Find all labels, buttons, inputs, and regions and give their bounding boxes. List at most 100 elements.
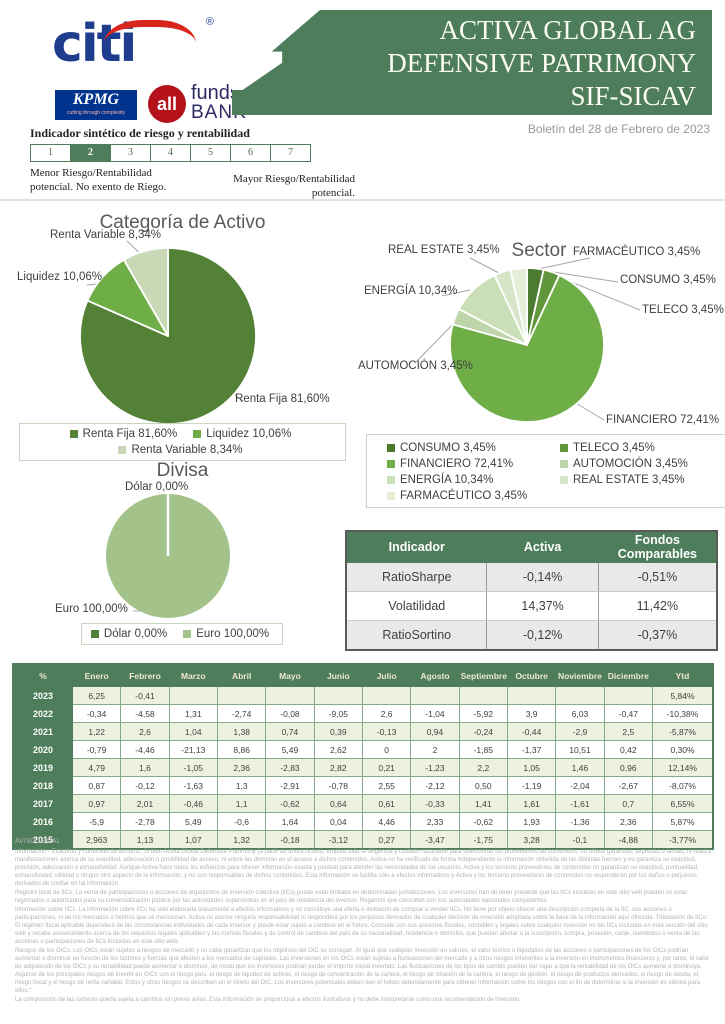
return-cell: 8,86 (216, 740, 267, 759)
return-cell: -2,74 (216, 704, 267, 723)
legend-swatch-icon (560, 460, 568, 468)
return-cell: -4,58 (120, 704, 170, 723)
risk-level-7: 7 (270, 144, 311, 162)
indicator-table: Indicador Activa Fondos Comparables Rati… (345, 530, 718, 651)
legend-item: TELECO 3,45% (560, 442, 717, 454)
month-header: Enero (71, 663, 122, 687)
return-cell: -0,62 (265, 794, 315, 813)
year-row: 2015 2,963 1,13 1,07 1,32 -0,18 -3,12 0,27 -3,47… (12, 830, 714, 850)
fund-title-line2: DEFENSIVE PATRIMONY (387, 48, 696, 78)
label-liquidez: Liquidez 10,06% (17, 271, 103, 283)
year-cell: 2021 (12, 722, 73, 741)
return-cell: -4,46 (120, 740, 170, 759)
return-cell: 1,22 (71, 722, 122, 741)
month-header: % (12, 663, 73, 687)
asset-category-title: Categoría de Activo (99, 212, 266, 233)
return-cell: -5,9 (71, 812, 122, 831)
indicator-cell: 11,42% (597, 591, 718, 621)
return-cell: -1,85 (458, 740, 508, 759)
month-header: Diciembre (603, 663, 654, 687)
ytd-cell: -3,77% (652, 830, 714, 850)
return-cell: -0,08 (265, 704, 315, 723)
legend-item: Renta Variable 8,34% (118, 444, 243, 456)
return-cell: 2,55 (361, 776, 412, 795)
return-cell: -0,1 (555, 830, 605, 850)
legal-paragraph: Registro local de IICs. La venta de part… (15, 890, 688, 904)
legend-label: Dólar 0,00% (103, 628, 168, 640)
return-cell (603, 686, 654, 705)
month-header: Julio (361, 663, 412, 687)
indicator-cell: -0,14% (486, 562, 599, 592)
legend-label: AUTOMOCIÓN 3,45% (573, 458, 688, 470)
month-header: Noviembre (555, 663, 605, 687)
ytd-cell: 0,30% (652, 740, 714, 759)
return-cell: 0,64 (313, 794, 363, 813)
legend-swatch-icon (387, 476, 395, 484)
fund-title-line1: ACTIVA GLOBAL AG (439, 15, 696, 45)
label-renta-variable: Renta Variable 8,34% (50, 229, 162, 241)
return-cell: 2,5 (603, 722, 654, 741)
kpmg-tagline: cutting through complexity (66, 110, 126, 116)
return-cell: 0,39 (313, 722, 363, 741)
return-cell: 0,7 (603, 794, 654, 813)
return-cell: -2,78 (120, 812, 170, 831)
ytd-cell: 12,14% (652, 758, 714, 777)
risk-level-4: 4 (150, 144, 191, 162)
citi-logo: citi ® (52, 14, 222, 84)
return-cell: -0,44 (506, 722, 557, 741)
kpmg-wordmark: KPMG (72, 91, 120, 108)
return-cell: 1,13 (120, 830, 170, 850)
ytd-cell: 6,55% (652, 794, 714, 813)
return-cell: -1,36 (555, 812, 605, 831)
label-energia: ENERGÍA 10,34% (364, 285, 458, 297)
indicator-row: RatioSortino -0,12% -0,37% (345, 620, 718, 651)
return-cell: 0,61 (361, 794, 412, 813)
legend-label: Renta Variable 8,34% (131, 444, 243, 456)
return-cell: -9,05 (313, 704, 363, 723)
indicator-header: Indicador (345, 530, 488, 563)
asset-category-chart: Categoría de Activo Renta Variable 8,34%… (15, 207, 350, 461)
return-cell: 0,97 (71, 794, 122, 813)
ytd-cell: -5,87% (652, 722, 714, 741)
return-cell (265, 686, 315, 705)
risk-indicator-title: Indicador sintético de riesgo y rentabil… (30, 126, 250, 140)
comparables-header: Fondos Comparables (597, 530, 718, 563)
return-cell: 2,36 (216, 758, 267, 777)
legend-item: Liquidez 10,06% (193, 428, 291, 440)
return-cell: -0,33 (410, 794, 460, 813)
legend-label: TELECO 3,45% (573, 442, 655, 454)
return-cell: -1,63 (168, 776, 218, 795)
indicator-cell: RatioSharpe (345, 562, 488, 592)
label-farmaceutico: FARMACÉUTICO 3,45% (573, 246, 701, 258)
return-cell: 6,25 (71, 686, 122, 705)
return-cell: 4,79 (71, 758, 122, 777)
label-teleco: TELECO 3,45% (642, 304, 724, 316)
return-cell: 0,42 (603, 740, 654, 759)
legend-item: Dólar 0,00% (90, 628, 168, 640)
return-cell: 1,41 (458, 794, 508, 813)
legend-swatch-icon (69, 430, 78, 438)
return-cell: 1,05 (506, 758, 557, 777)
return-cell: 2,2 (458, 758, 508, 777)
year-cell: 2017 (12, 794, 73, 813)
legend-item: ENERGÍA 10,34% (387, 474, 544, 486)
return-cell: -1,75 (458, 830, 508, 850)
year-row: 2022 -0,34 -4,58 1,31 -2,74 -0,08 -9,05 2,6 -1,0… (12, 704, 714, 723)
return-cell: 1,32 (216, 830, 267, 850)
return-cell (555, 686, 605, 705)
legend-label: Euro 100,00% (196, 628, 270, 640)
legend-item: REAL ESTATE 3,45% (560, 474, 717, 486)
legend-label: FARMACÉUTICO 3,45% (400, 490, 528, 502)
label-automocion: AUTOMOCIÓN 3,45% (358, 360, 473, 372)
return-cell: 1,3 (216, 776, 267, 795)
currency-chart: Divisa Dólar 0,00% Euro 100,00% Dólar 0,… (15, 455, 350, 647)
pie-slice-financiero (449, 274, 605, 423)
return-cell: 2,6 (361, 704, 412, 723)
sector-chart: Sector REAL ESTATE 3,45% FARMACÉUTICO 3,… (358, 222, 725, 514)
return-cell: -2,04 (555, 776, 605, 795)
legend-item: FINANCIERO 72,41% (387, 458, 544, 470)
return-cell: -1,19 (506, 776, 557, 795)
return-cell: -0,6 (216, 812, 267, 831)
legal-disclaimer: AVISO LEGAL Información - Exactitud y co… (15, 838, 713, 1005)
